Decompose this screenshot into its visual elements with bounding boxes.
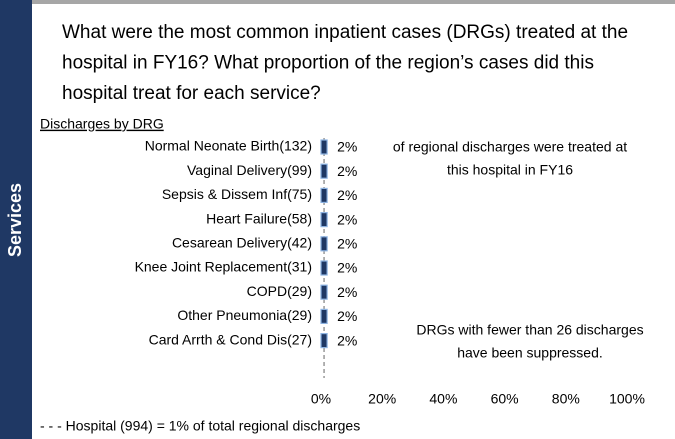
sidebar-label: Services (5, 183, 25, 257)
value-label: 2% (337, 236, 357, 252)
category-label: Knee Joint Replacement(31) (135, 259, 312, 275)
chart-title: What were the most common inpatient case… (62, 22, 628, 43)
value-label: 2% (337, 211, 357, 227)
category-label: Card Arrth & Cond Dis(27) (149, 331, 312, 347)
bar (320, 163, 328, 179)
chart-title: hospital in FY16? What proportion of the… (62, 53, 594, 74)
top-rule (0, 0, 675, 4)
category-label: Vaginal Delivery(99) (187, 162, 312, 178)
category-label: Heart Failure(58) (206, 210, 312, 226)
annotation: of regional discharges were treated at (393, 139, 627, 155)
x-tick-label: 0% (311, 391, 331, 407)
bar (320, 284, 328, 300)
value-label: 2% (337, 284, 357, 300)
sidebar (0, 0, 32, 439)
category-label: Other Pneumonia(29) (177, 307, 312, 323)
x-tick-label: 20% (368, 391, 396, 407)
bar (320, 139, 328, 155)
value-label: 2% (337, 139, 357, 155)
category-label: Normal Neonate Birth(132) (145, 138, 312, 154)
x-tick-label: 40% (429, 391, 457, 407)
bar (320, 260, 328, 276)
bar (320, 236, 328, 252)
bar (320, 308, 328, 324)
bar (320, 187, 328, 203)
value-label: 2% (337, 187, 357, 203)
x-tick-label: 100% (609, 391, 645, 407)
bar (320, 212, 328, 228)
category-label: Cesarean Delivery(42) (172, 235, 312, 251)
x-tick-label: 80% (552, 391, 580, 407)
footnote: - - - Hospital (994) = 1% of total regio… (40, 418, 360, 434)
value-label: 2% (337, 260, 357, 276)
annotation: DRGs with fewer than 26 discharges (416, 322, 643, 338)
category-label: Sepsis & Dissem Inf(75) (162, 186, 312, 202)
value-label: 2% (337, 332, 357, 348)
chart-subtitle: Discharges by DRG (40, 116, 164, 132)
bar (320, 333, 328, 349)
value-label: 2% (337, 163, 357, 179)
category-label: COPD(29) (247, 283, 312, 299)
x-tick-label: 60% (491, 391, 519, 407)
annotation: this hospital in FY16 (447, 162, 573, 178)
chart-title: hospital treat for each service? (62, 83, 321, 104)
value-label: 2% (337, 308, 357, 324)
annotation: have been suppressed. (457, 345, 603, 361)
